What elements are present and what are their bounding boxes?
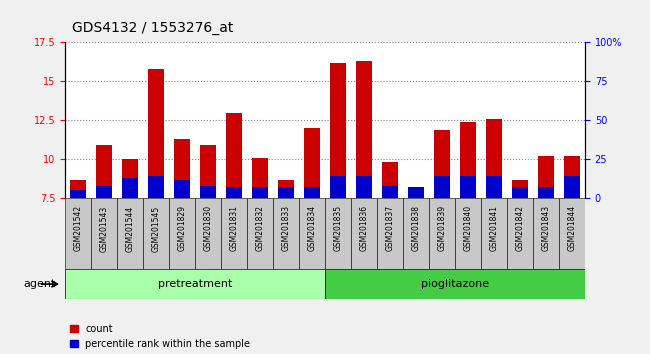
Bar [96,145,112,198]
Bar [512,187,528,198]
Bar [148,69,164,198]
Text: GSM201839: GSM201839 [437,205,447,251]
Bar [538,187,554,198]
Bar [299,198,325,269]
Bar [408,187,424,198]
Text: GSM201831: GSM201831 [229,205,239,251]
Legend: count, percentile rank within the sample: count, percentile rank within the sample [70,324,250,349]
Bar [304,187,320,198]
Bar [382,186,398,198]
Bar [351,198,377,269]
Bar [564,176,580,198]
Bar [377,198,403,269]
Bar [330,63,346,198]
Bar [356,61,372,198]
Bar [434,176,450,198]
Bar [195,198,221,269]
Bar [252,158,268,198]
Bar [460,122,476,198]
Text: pretreatment: pretreatment [158,279,232,289]
Bar [65,269,325,299]
Text: GDS4132 / 1553276_at: GDS4132 / 1553276_at [72,21,233,35]
Bar [247,198,273,269]
Text: GSM201834: GSM201834 [307,205,317,251]
Bar [226,113,242,198]
Bar [278,187,294,198]
Bar [122,178,138,198]
Bar [507,198,533,269]
Bar [273,198,299,269]
Text: agent: agent [23,279,55,289]
Bar [408,189,424,198]
Text: GSM201830: GSM201830 [203,205,213,251]
Text: pioglitazone: pioglitazone [421,279,489,289]
Bar [538,156,554,198]
Bar [65,198,91,269]
Text: GSM201843: GSM201843 [541,205,551,251]
Text: GSM201844: GSM201844 [567,205,577,251]
Text: GSM201841: GSM201841 [489,205,499,251]
Bar [278,179,294,198]
Bar [200,186,216,198]
Bar [434,130,450,198]
Bar [533,198,559,269]
Bar [200,145,216,198]
Text: GSM201543: GSM201543 [99,205,109,252]
Bar [96,186,112,198]
Bar [455,198,481,269]
Bar [512,179,528,198]
Text: GSM201545: GSM201545 [151,205,161,252]
Bar [221,198,247,269]
Bar [148,176,164,198]
Bar [564,156,580,198]
Bar [304,128,320,198]
Bar [143,198,169,269]
Bar [174,139,190,198]
Text: GSM201544: GSM201544 [125,205,135,252]
Text: GSM201829: GSM201829 [177,205,187,251]
Bar [486,176,502,198]
Bar [325,269,585,299]
Bar [356,176,372,198]
Text: GSM201833: GSM201833 [281,205,291,251]
Text: GSM201842: GSM201842 [515,205,525,251]
Bar [252,187,268,198]
Bar [70,179,86,198]
Bar [481,198,507,269]
Bar [382,162,398,198]
Bar [330,176,346,198]
Bar [70,190,86,198]
Bar [169,198,195,269]
Bar [226,187,242,198]
Text: GSM201840: GSM201840 [463,205,473,251]
Bar [122,159,138,198]
Bar [403,198,429,269]
Bar [559,198,585,269]
Bar [325,198,351,269]
Bar [117,198,143,269]
Text: GSM201836: GSM201836 [359,205,369,251]
Bar [460,176,476,198]
Text: GSM201832: GSM201832 [255,205,265,251]
Text: GSM201542: GSM201542 [73,205,83,251]
Bar [174,179,190,198]
Text: GSM201835: GSM201835 [333,205,343,251]
Bar [429,198,455,269]
Text: GSM201838: GSM201838 [411,205,421,251]
Bar [486,119,502,198]
Text: GSM201837: GSM201837 [385,205,395,251]
Bar [91,198,117,269]
